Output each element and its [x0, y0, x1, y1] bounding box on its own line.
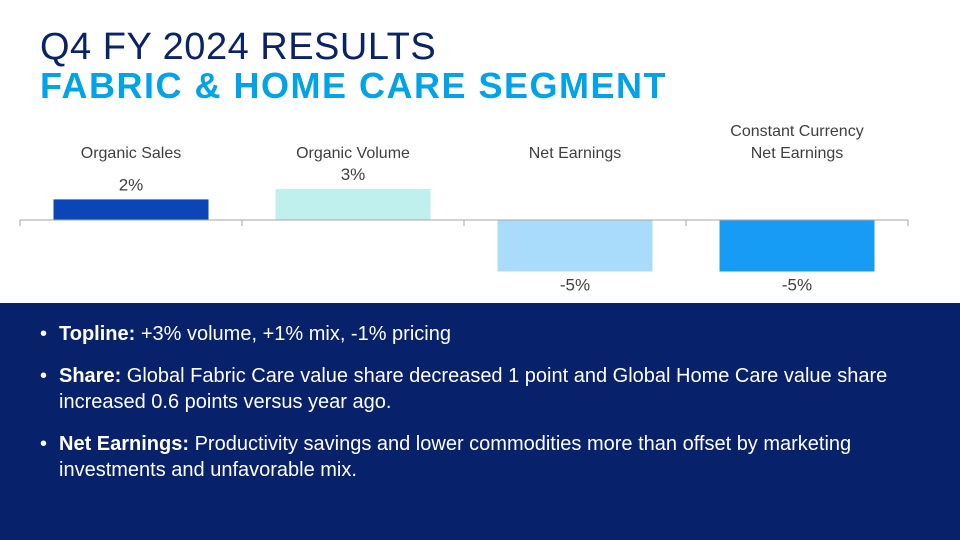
chart-bar — [275, 189, 431, 220]
bullet-text: +3% volume, +1% mix, -1% pricing — [135, 323, 451, 345]
commentary-panel: • Topline: +3% volume, +1% mix, -1% pric… — [0, 303, 960, 540]
chart-category-label: Net Earnings — [751, 145, 844, 162]
bullet-share: • Share: Global Fabric Care value share … — [40, 363, 920, 415]
bullet-topline: • Topline: +3% volume, +1% mix, -1% pric… — [40, 321, 920, 347]
bullet-marker: • — [40, 433, 48, 455]
bullet-net-earnings: • Net Earnings: Productivity savings and… — [40, 431, 920, 483]
chart-category-label: Constant Currency — [730, 123, 863, 140]
chart-bar — [53, 199, 209, 220]
chart-value-label: 2% — [119, 175, 144, 194]
bullet-marker: • — [40, 323, 48, 345]
bullet-text: Productivity savings and lower commoditi… — [59, 433, 852, 481]
chart-category-label: Net Earnings — [529, 145, 622, 162]
bullet-label: Net Earnings: — [59, 433, 190, 455]
bullet-label: Topline: — [59, 323, 136, 345]
bullet-text: Global Fabric Care value share decreased… — [59, 365, 888, 413]
chart-value-label: -5% — [782, 276, 812, 295]
slide-title: Q4 FY 2024 RESULTS — [40, 26, 437, 68]
chart-value-label: -5% — [560, 276, 590, 295]
commentary-list: • Topline: +3% volume, +1% mix, -1% pric… — [0, 303, 960, 483]
chart-bar — [497, 220, 653, 272]
bullet-marker: • — [40, 365, 48, 387]
chart-bar — [719, 220, 875, 272]
chart-value-label: 3% — [341, 165, 366, 184]
bullet-label: Share: — [59, 365, 122, 387]
chart-category-label: Organic Sales — [81, 145, 182, 162]
slide-subtitle: FABRIC & HOME CARE SEGMENT — [40, 65, 668, 106]
chart-category-label: Organic Volume — [296, 145, 410, 162]
results-bar-chart: 2% Organic Sales 3% Organic Volume -5% Net Ea… — [19, 123, 909, 295]
